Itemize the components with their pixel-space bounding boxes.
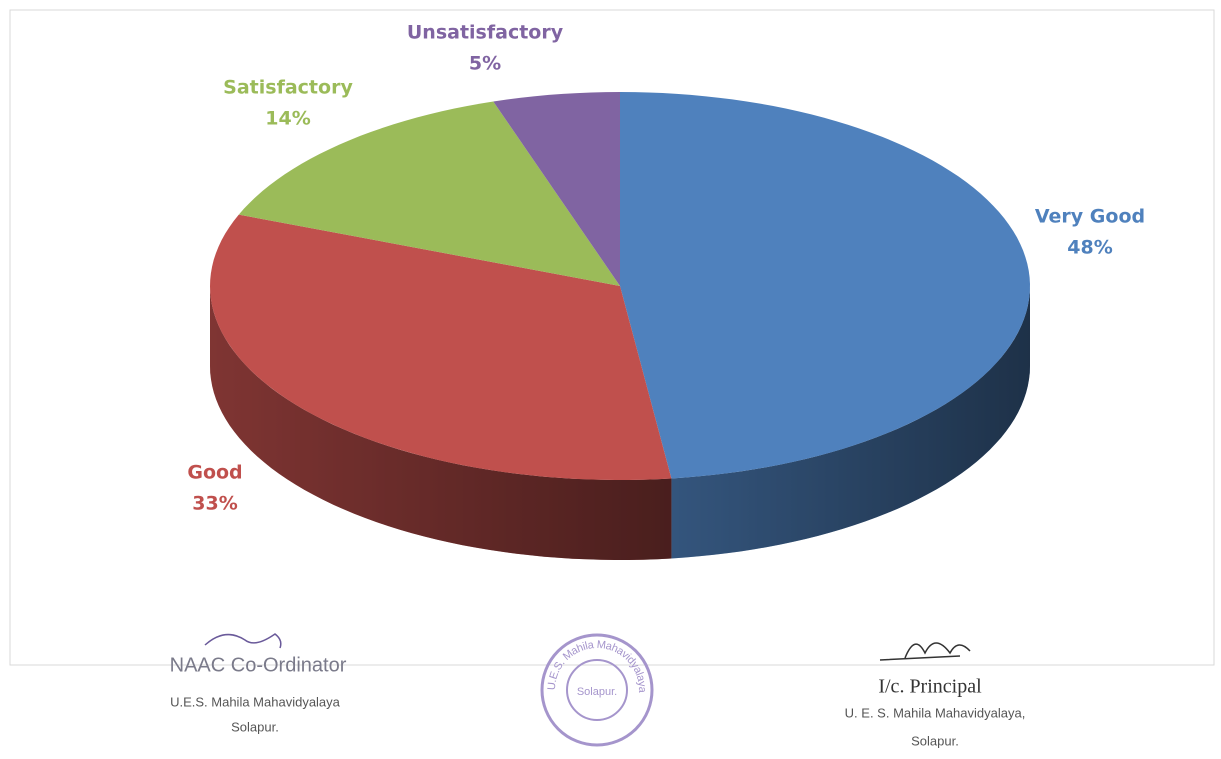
slice-value-label: 14% xyxy=(265,108,310,130)
slice-side-shade xyxy=(671,286,1030,559)
slice-label: Unsatisfactory xyxy=(407,22,564,44)
labels: Very Good 48% Good 33% Satisfactory 14% Unsati… xyxy=(187,22,1145,515)
right-line2: Solapur. xyxy=(911,733,959,748)
slice-label: Satisfactory xyxy=(223,77,353,99)
slice-label: Good xyxy=(187,462,242,484)
slice-side-shade xyxy=(210,286,672,560)
left-line1: U.E.S. Mahila Mahavidyalaya xyxy=(170,694,341,709)
slice-side-dark xyxy=(671,286,1030,559)
stamp-center: Solapur. xyxy=(577,686,617,698)
left-title: NAAC Co-Ordinator xyxy=(170,654,347,676)
slice xyxy=(210,214,672,480)
left-line2: Solapur. xyxy=(231,719,279,734)
signature xyxy=(204,633,282,649)
slice xyxy=(493,92,620,286)
slice-value-label: 5% xyxy=(469,53,501,75)
stamp-outer xyxy=(540,633,654,747)
slice-side-dark xyxy=(210,286,672,560)
slice-label: Very Good xyxy=(1035,206,1145,228)
stamp-inner xyxy=(566,659,628,721)
slice xyxy=(238,101,621,286)
right-line1: U. E. S. Mahila Mahavidyalaya, xyxy=(845,705,1026,720)
slice-value-label: 33% xyxy=(192,493,237,515)
signature xyxy=(879,642,971,661)
right-title: I/c. Principal xyxy=(878,676,982,698)
slice-value-label: 48% xyxy=(1067,237,1112,259)
footer: NAAC Co-Ordinator U.E.S. Mahila Mahavidy… xyxy=(170,633,1026,748)
pie xyxy=(210,92,1030,560)
slice xyxy=(620,92,1030,479)
